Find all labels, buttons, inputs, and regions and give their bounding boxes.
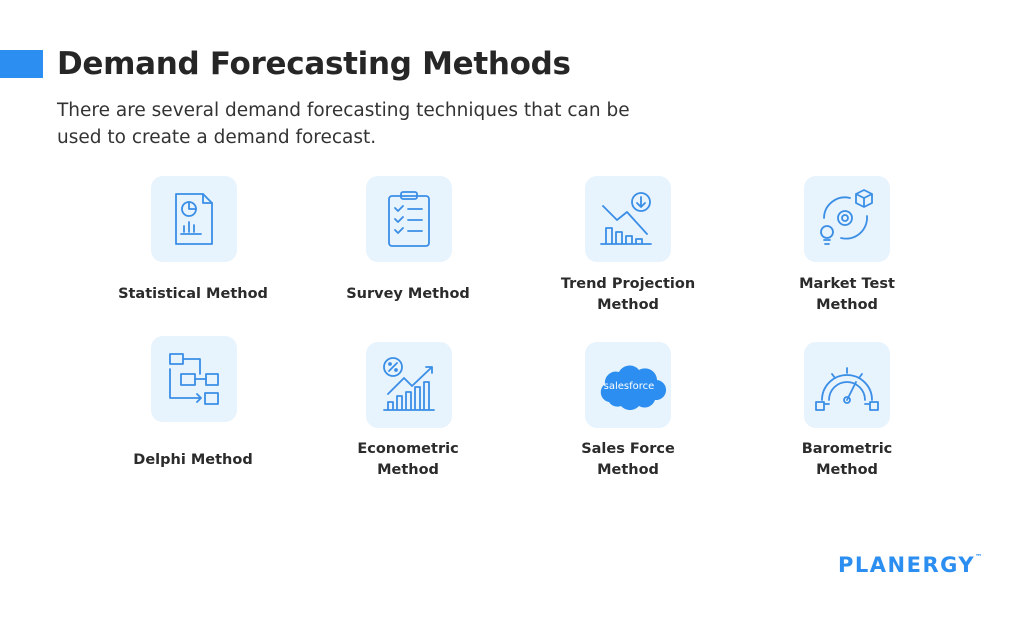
icon-econometric — [366, 342, 452, 428]
subtitle-line: There are several demand forecasting tec… — [57, 100, 630, 121]
icon-barometric — [804, 342, 890, 428]
logo-name: PLANERGY — [838, 553, 976, 577]
icon-statistical — [151, 176, 237, 262]
title: Demand Forecasting Methods — [57, 46, 571, 82]
accent-bar — [0, 50, 43, 78]
label-line: Method — [377, 462, 439, 478]
salesforce-logo-text: salesforce — [604, 381, 655, 392]
method-label: Econometric Method — [308, 439, 508, 481]
logo: PLANERGY™ — [838, 553, 982, 577]
method-label: Market Test Method — [747, 274, 947, 316]
method-label: Barometric Method — [747, 439, 947, 481]
icon-delphi — [151, 336, 237, 422]
label-line: Survey Method — [346, 286, 470, 302]
method-label: Sales Force Method — [528, 439, 728, 481]
subtitle-line: used to create a demand forecast. — [57, 127, 377, 148]
icon-trend — [585, 176, 671, 262]
label-line: Sales Force — [581, 441, 675, 457]
icon-survey — [366, 176, 452, 262]
label-line: Statistical Method — [118, 286, 268, 302]
label-line: Econometric — [357, 441, 459, 457]
method-label: Delphi Method — [93, 450, 293, 471]
label-line: Trend Projection — [560, 276, 696, 292]
icon-market-test — [804, 176, 890, 262]
label-line: Method — [597, 462, 659, 478]
method-label: Survey Method — [308, 284, 508, 305]
icon-salesforce: salesforce — [585, 342, 671, 428]
method-label: Statistical Method — [93, 284, 293, 305]
subtitle: There are several demand forecasting tec… — [57, 97, 630, 151]
logo-trademark: ™ — [975, 553, 983, 561]
label-line: Delphi Method — [133, 452, 253, 468]
label-line: Method — [816, 297, 878, 313]
label-line: Barometric — [801, 441, 893, 457]
method-label: Trend Projection Method — [528, 274, 728, 316]
label-line: Method — [816, 462, 878, 478]
label-line: Method — [597, 297, 659, 313]
label-line: Market Test — [799, 276, 895, 292]
